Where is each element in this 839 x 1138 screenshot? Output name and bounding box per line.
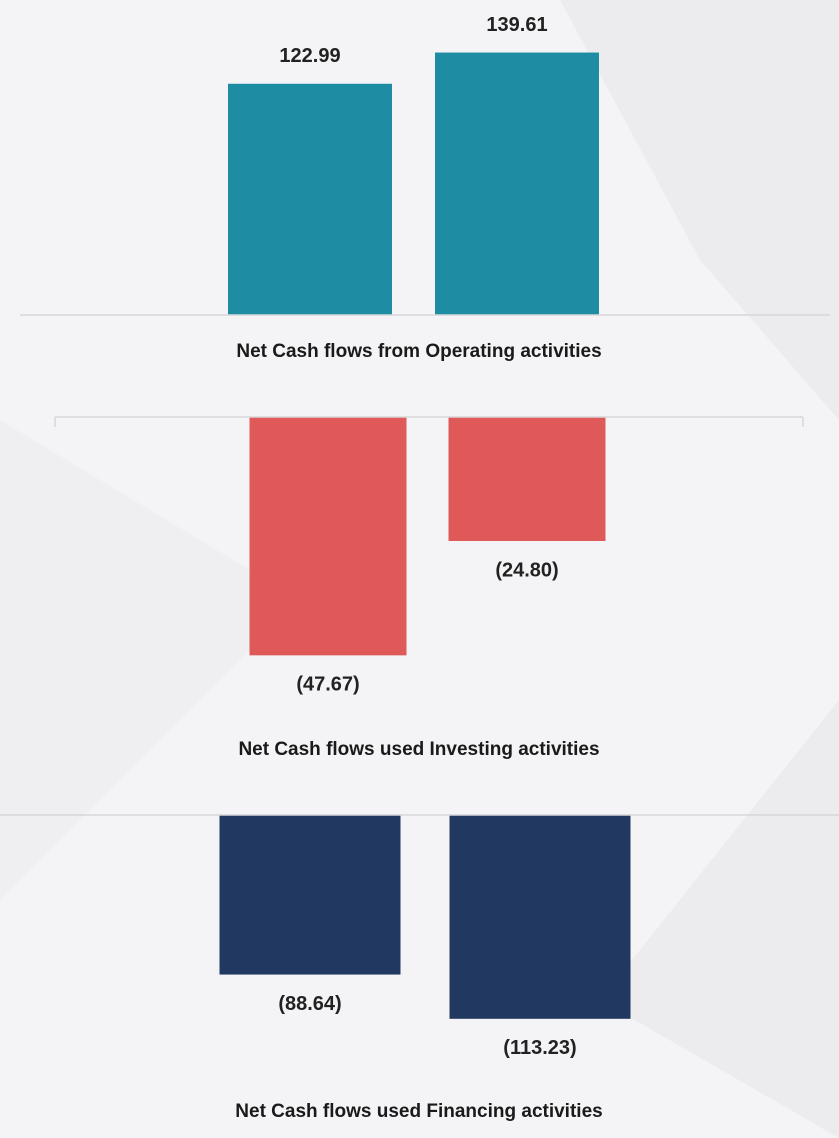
data-label: (24.80) bbox=[495, 559, 558, 581]
bar bbox=[448, 417, 606, 541]
bar bbox=[249, 417, 407, 656]
data-label: (47.67) bbox=[296, 674, 359, 696]
bar bbox=[435, 52, 599, 315]
data-label: 139.61 bbox=[486, 14, 547, 36]
chart-title: Net Cash flows from Operating activities bbox=[236, 341, 601, 362]
data-label: (88.64) bbox=[278, 993, 341, 1015]
background-shape bbox=[600, 700, 839, 1138]
bar bbox=[449, 815, 631, 1019]
data-label: (113.23) bbox=[503, 1037, 576, 1059]
data-label: 122.99 bbox=[279, 45, 340, 67]
chart-title: Net Cash flows used Investing activities bbox=[238, 739, 599, 760]
background-shape bbox=[560, 0, 839, 420]
bar bbox=[228, 83, 392, 315]
bar bbox=[219, 815, 401, 975]
background-shape bbox=[0, 420, 300, 900]
chart-title: Net Cash flows used Financing activities bbox=[235, 1101, 602, 1122]
